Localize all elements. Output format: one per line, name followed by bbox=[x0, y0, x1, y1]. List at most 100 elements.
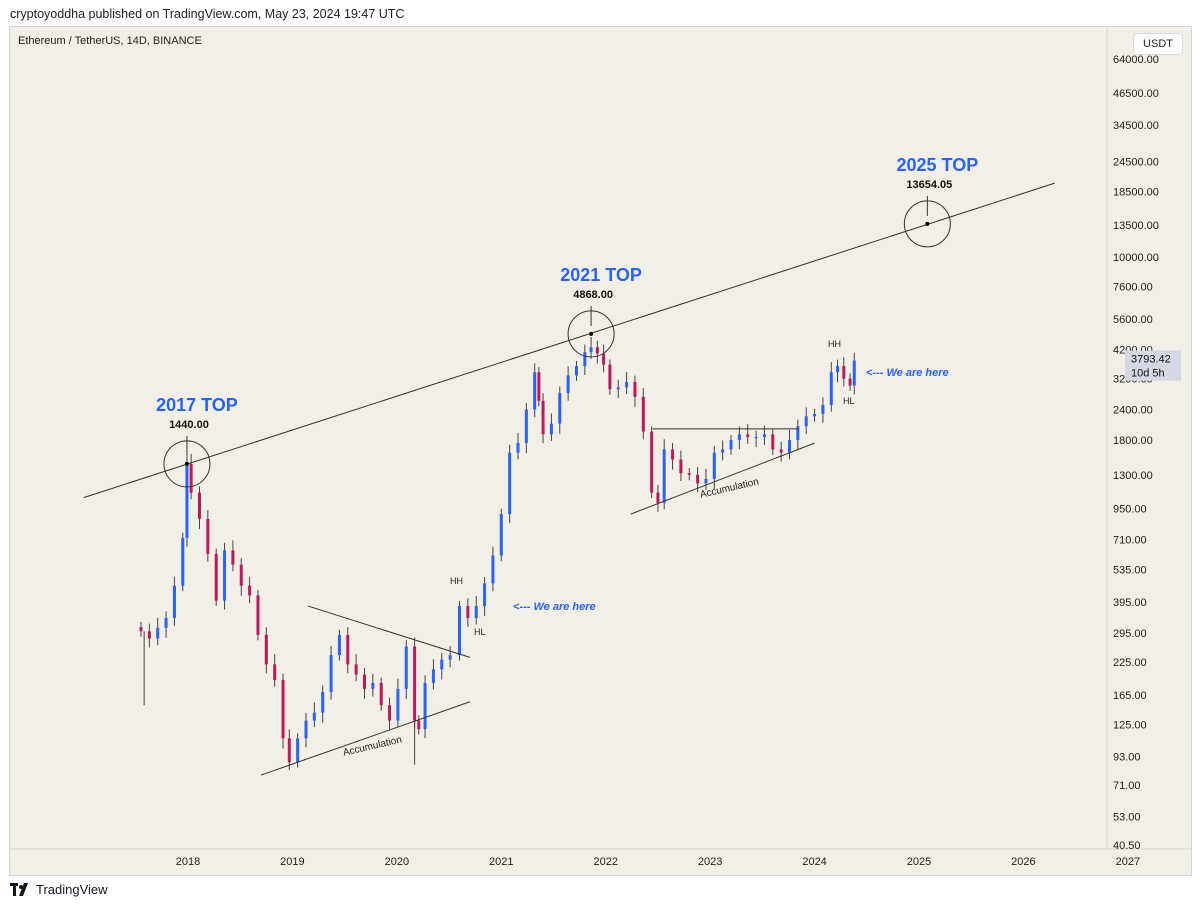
candle bbox=[829, 362, 833, 412]
candle bbox=[729, 434, 733, 455]
candle-body bbox=[248, 585, 252, 596]
candle bbox=[566, 366, 570, 401]
candle bbox=[214, 548, 218, 607]
top-price-label: 13654.05 bbox=[906, 179, 952, 191]
candle-body bbox=[440, 659, 444, 670]
candle-body bbox=[788, 440, 792, 453]
candle bbox=[223, 542, 227, 610]
candle bbox=[589, 336, 593, 359]
candle-body bbox=[754, 437, 758, 439]
candle bbox=[147, 623, 151, 648]
candle-body bbox=[796, 426, 800, 441]
top-dot bbox=[184, 461, 189, 466]
candle-body bbox=[549, 423, 553, 435]
candle bbox=[337, 629, 341, 661]
candle-body bbox=[223, 550, 227, 601]
candle-body bbox=[448, 655, 452, 660]
candle-body bbox=[281, 680, 285, 739]
y-tick-label: 5600.00 bbox=[1113, 314, 1153, 326]
candle bbox=[423, 675, 427, 738]
candle-body bbox=[312, 712, 316, 721]
price-chart[interactable]: 40.50 53.00 71.00 93.00 125.00 165.00 225.00 29… bbox=[10, 27, 1191, 875]
candle bbox=[650, 426, 654, 499]
candle bbox=[541, 393, 545, 444]
tradingview-logo-icon bbox=[10, 883, 28, 896]
candle-body bbox=[729, 440, 733, 450]
candle bbox=[256, 590, 260, 641]
candle-body bbox=[852, 360, 856, 386]
candle bbox=[185, 456, 189, 547]
candle bbox=[671, 442, 675, 470]
candle bbox=[431, 659, 435, 690]
y-tick-label: 1300.00 bbox=[1113, 470, 1153, 482]
currency-button[interactable]: USDT bbox=[1133, 33, 1183, 55]
y-tick-label: 295.00 bbox=[1113, 628, 1147, 640]
range-lower-line-2 bbox=[630, 442, 815, 515]
candle-body bbox=[139, 627, 143, 632]
top-title-label: 2021 TOP bbox=[560, 265, 642, 285]
candle bbox=[287, 729, 291, 770]
candle-body bbox=[762, 434, 766, 438]
candle-body bbox=[524, 409, 528, 444]
candle bbox=[346, 627, 350, 674]
candle bbox=[508, 444, 512, 523]
candle-body bbox=[771, 434, 775, 450]
triangle-lower-line-1 bbox=[260, 701, 471, 776]
accumulation-label-1: Accumulation bbox=[342, 734, 403, 758]
y-tick-label: 7600.00 bbox=[1113, 281, 1153, 293]
candle bbox=[440, 653, 444, 680]
candle bbox=[656, 484, 660, 512]
hh-label-1: HH bbox=[450, 576, 463, 586]
chart-frame[interactable]: 40.50 53.00 71.00 93.00 125.00 165.00 225.00 29… bbox=[9, 26, 1192, 876]
candle bbox=[746, 424, 750, 444]
candle-body bbox=[206, 518, 210, 554]
candle bbox=[641, 387, 645, 440]
candle bbox=[417, 715, 421, 735]
candle-body bbox=[156, 627, 160, 639]
y-tick-label: 125.00 bbox=[1113, 720, 1147, 732]
top-annotation: 1440.00 2017 TOP bbox=[156, 395, 238, 488]
candle bbox=[602, 344, 606, 373]
candle-body bbox=[821, 405, 825, 414]
candle-body bbox=[589, 347, 593, 353]
candle-body bbox=[696, 474, 700, 484]
candle-body bbox=[616, 387, 620, 390]
candle-body bbox=[558, 392, 562, 424]
candle bbox=[483, 576, 487, 617]
candle-body bbox=[508, 452, 512, 515]
y-tick-label: 225.00 bbox=[1113, 657, 1147, 669]
candle bbox=[304, 712, 308, 748]
candle bbox=[852, 352, 856, 395]
candle-body bbox=[679, 459, 683, 474]
candle bbox=[754, 430, 758, 448]
y-tick-label: 950.00 bbox=[1113, 503, 1147, 515]
candles-group bbox=[139, 336, 856, 770]
candle bbox=[466, 598, 470, 627]
y-tick-label: 24500.00 bbox=[1113, 156, 1159, 168]
footer-brand[interactable]: TradingView bbox=[10, 882, 108, 897]
hl-label-1: HL bbox=[474, 627, 486, 637]
candle bbox=[813, 408, 817, 422]
candle-body bbox=[239, 564, 243, 586]
candle bbox=[821, 397, 825, 423]
y-tick-label: 165.00 bbox=[1113, 690, 1147, 702]
candle-body bbox=[474, 606, 478, 618]
candle bbox=[172, 576, 176, 626]
candle-body bbox=[256, 595, 260, 635]
x-tick-label: 2018 bbox=[176, 856, 200, 868]
candle bbox=[197, 486, 201, 529]
candle bbox=[139, 621, 143, 637]
top-title-label: 2025 TOP bbox=[896, 155, 978, 175]
candle-body bbox=[346, 634, 350, 665]
candle bbox=[491, 546, 495, 592]
candle-body bbox=[379, 682, 383, 706]
candle-body bbox=[829, 372, 833, 406]
candle-body bbox=[656, 492, 660, 503]
candle-body bbox=[566, 375, 570, 393]
y-tick-label: 535.00 bbox=[1113, 565, 1147, 577]
candle-body bbox=[804, 416, 808, 427]
candle-body bbox=[583, 352, 587, 367]
candle-body bbox=[164, 617, 168, 628]
y-tick-label: 40.50 bbox=[1113, 840, 1141, 852]
candle bbox=[804, 407, 808, 434]
